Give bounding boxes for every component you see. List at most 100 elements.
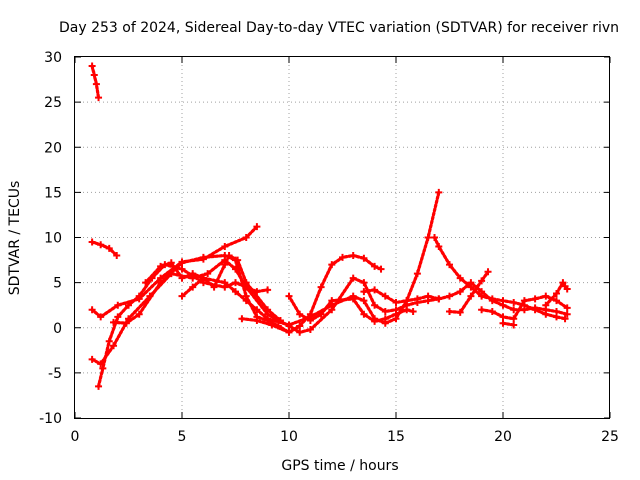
data-point [225,252,233,260]
data-point [285,321,293,329]
data-point [510,298,518,306]
data-point [467,292,475,300]
data-point [377,265,385,273]
data-point [435,295,443,303]
data-point [221,279,229,287]
data-point [392,310,400,318]
series-arc-3 [90,225,259,319]
data-point [253,306,261,314]
data-point [456,274,464,282]
data-point [210,283,218,291]
data-point [296,310,304,318]
data-series [88,62,571,390]
data-point [563,304,571,312]
data-point [424,234,432,241]
data-point [409,308,417,316]
data-point [531,295,539,303]
data-point [339,253,346,261]
data-point [413,295,421,303]
data-point [542,310,550,318]
data-point [178,265,186,273]
data-point [559,279,567,287]
data-point [264,306,272,314]
data-point [110,318,118,326]
y-tick-label: 0 [53,321,62,337]
y-tick-label: 20 [44,140,62,156]
data-point [204,270,212,278]
data-point [90,71,98,79]
data-point [178,292,186,300]
data-point [135,310,143,318]
data-point [268,321,276,329]
data-point [221,261,229,269]
data-point [221,243,229,251]
data-point [242,279,250,287]
data-point [105,244,113,252]
data-point [403,297,411,305]
data-point [157,262,165,270]
data-point [542,292,550,300]
data-point [114,301,122,309]
data-point [531,306,539,314]
data-point [553,289,560,297]
data-point [499,319,507,327]
data-point [446,308,453,316]
data-point [178,259,186,267]
data-point [553,297,560,305]
data-point [371,262,379,270]
data-point [435,243,443,251]
data-point [122,319,130,327]
data-point [189,270,197,278]
y-tick-label: 15 [44,185,62,201]
data-point [253,223,261,231]
data-point [360,254,368,262]
data-point [563,285,571,293]
data-point [114,313,122,321]
data-point [328,261,336,269]
data-point [105,337,113,345]
data-point [349,274,357,282]
data-point [360,288,368,296]
y-tick-label: -10 [39,411,62,427]
x-tick-label: 10 [280,429,298,445]
data-point [488,295,496,303]
series-arc-1 [90,64,101,100]
axis-ticks: 0 5 10 15 20 25 -10 -5 0 5 10 15 20 25 30 [39,50,619,445]
data-point [232,288,239,296]
data-point [499,313,507,321]
data-point [242,297,250,305]
data-point [413,270,421,278]
data-point [328,297,336,305]
y-axis-title: SDTVAR / TECUs [7,181,23,296]
data-point [478,292,486,300]
data-point [238,315,246,323]
data-point [88,238,96,246]
x-tick-label: 25 [601,429,619,445]
data-point [97,241,105,249]
data-point [167,259,175,267]
data-point [142,279,150,287]
data-point [157,279,165,287]
data-point [189,283,197,291]
data-point [446,261,453,269]
data-point [349,295,357,303]
x-axis-title: GPS time / hours [281,458,398,474]
data-point [306,310,314,318]
data-point [456,288,464,296]
data-point [435,188,443,196]
y-tick-label: 25 [44,95,62,111]
data-point [317,310,325,318]
y-tick-label: 10 [44,231,62,247]
data-point [520,297,528,305]
data-point [360,310,368,318]
data-point [95,94,103,102]
data-point [97,313,105,321]
data-point [499,297,507,305]
x-tick-label: 15 [387,429,405,445]
data-point [349,252,357,260]
data-point [510,315,518,323]
data-point [510,306,518,314]
data-point [381,315,389,323]
